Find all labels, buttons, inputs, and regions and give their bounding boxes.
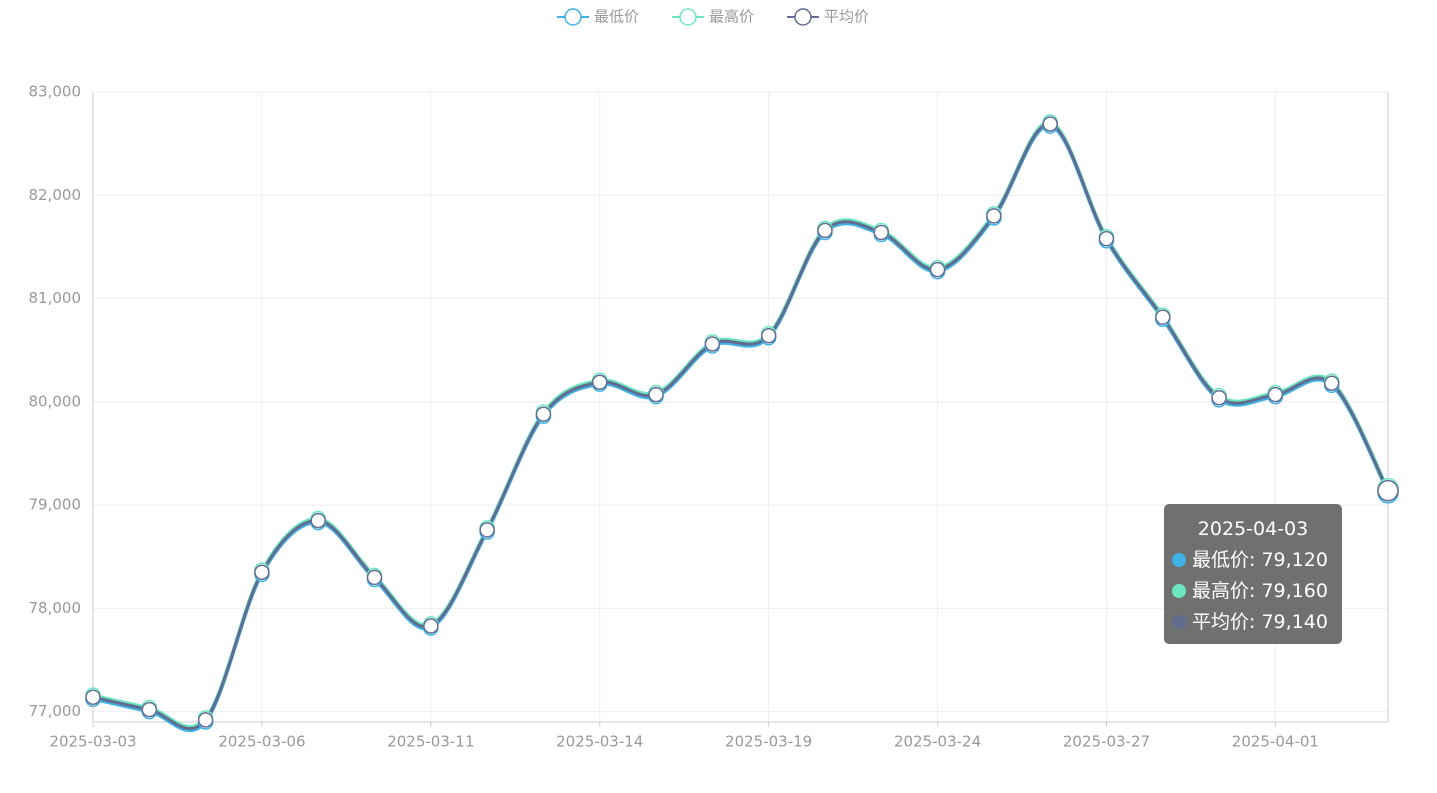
point	[704, 336, 721, 352]
tooltip-row: 平均价: 79,140	[1172, 607, 1334, 638]
point	[1323, 375, 1340, 391]
tooltip-title: 2025-04-03	[1197, 518, 1309, 540]
legend-label: 平均价	[824, 8, 869, 26]
y-tick-label: 81,000	[29, 289, 82, 307]
point	[591, 374, 608, 390]
x-tick-label: 2025-03-06	[218, 733, 305, 751]
tooltip-name: 平均价	[1192, 611, 1250, 633]
point	[648, 386, 664, 403]
x-tick-label: 2025-03-19	[725, 733, 812, 751]
point	[423, 618, 439, 634]
point	[535, 406, 552, 422]
tooltip-name: 最高价	[1192, 580, 1250, 602]
point	[310, 512, 326, 529]
y-tick-label: 83,000	[29, 83, 82, 101]
tooltip: 2025-04-03 最低价: 79,120 最高价: 79,160 平均价: 79…	[1164, 504, 1342, 644]
y-tick-label: 77,000	[29, 702, 82, 720]
point	[366, 569, 383, 586]
point	[479, 522, 495, 538]
point	[873, 224, 890, 241]
y-tick-label: 82,000	[29, 186, 82, 204]
point	[1211, 389, 1227, 406]
point	[197, 712, 214, 728]
legend-item: 最高价	[672, 8, 754, 26]
point	[1267, 386, 1284, 403]
legend-item: 平均价	[787, 8, 869, 26]
x-tick-label: 2025-03-14	[556, 733, 643, 751]
point	[929, 261, 946, 278]
tooltip-dot	[1172, 553, 1186, 567]
tooltip-dot	[1172, 584, 1186, 598]
tooltip-row: 最低价: 79,120	[1172, 545, 1334, 576]
point	[817, 222, 833, 239]
point	[1042, 116, 1058, 132]
tooltip-value: 79,120	[1261, 549, 1328, 571]
x-tick-label: 2025-03-27	[1063, 733, 1150, 751]
legend-item: 最低价	[557, 8, 639, 26]
point	[141, 701, 158, 718]
point	[760, 327, 777, 344]
legend-label: 最高价	[709, 8, 754, 26]
legend-marker	[564, 8, 582, 26]
y-tick-label: 78,000	[29, 599, 82, 617]
legend-marker	[679, 8, 697, 26]
x-tick-label: 2025-03-11	[387, 733, 474, 751]
tooltip-value: 79,140	[1261, 611, 1328, 633]
tooltip-value: 79,160	[1261, 580, 1328, 602]
point	[254, 564, 270, 580]
point	[1098, 230, 1115, 247]
point	[85, 689, 101, 705]
x-tick-label: 2025-03-24	[894, 733, 981, 751]
x-tick-label: 2025-03-03	[49, 733, 136, 751]
point	[986, 208, 1002, 224]
tooltip-dot	[1172, 615, 1186, 629]
y-tick-label: 80,000	[29, 392, 82, 410]
y-tick-label: 79,000	[29, 496, 82, 514]
tooltip-name: 最低价	[1192, 549, 1250, 571]
tooltip-row: 最高价: 79,160	[1172, 576, 1334, 607]
legend-marker	[794, 8, 812, 26]
legend-label: 最低价	[594, 8, 639, 26]
point	[1155, 309, 1171, 325]
x-tick-label: 2025-04-01	[1232, 733, 1319, 751]
point	[1377, 479, 1399, 502]
